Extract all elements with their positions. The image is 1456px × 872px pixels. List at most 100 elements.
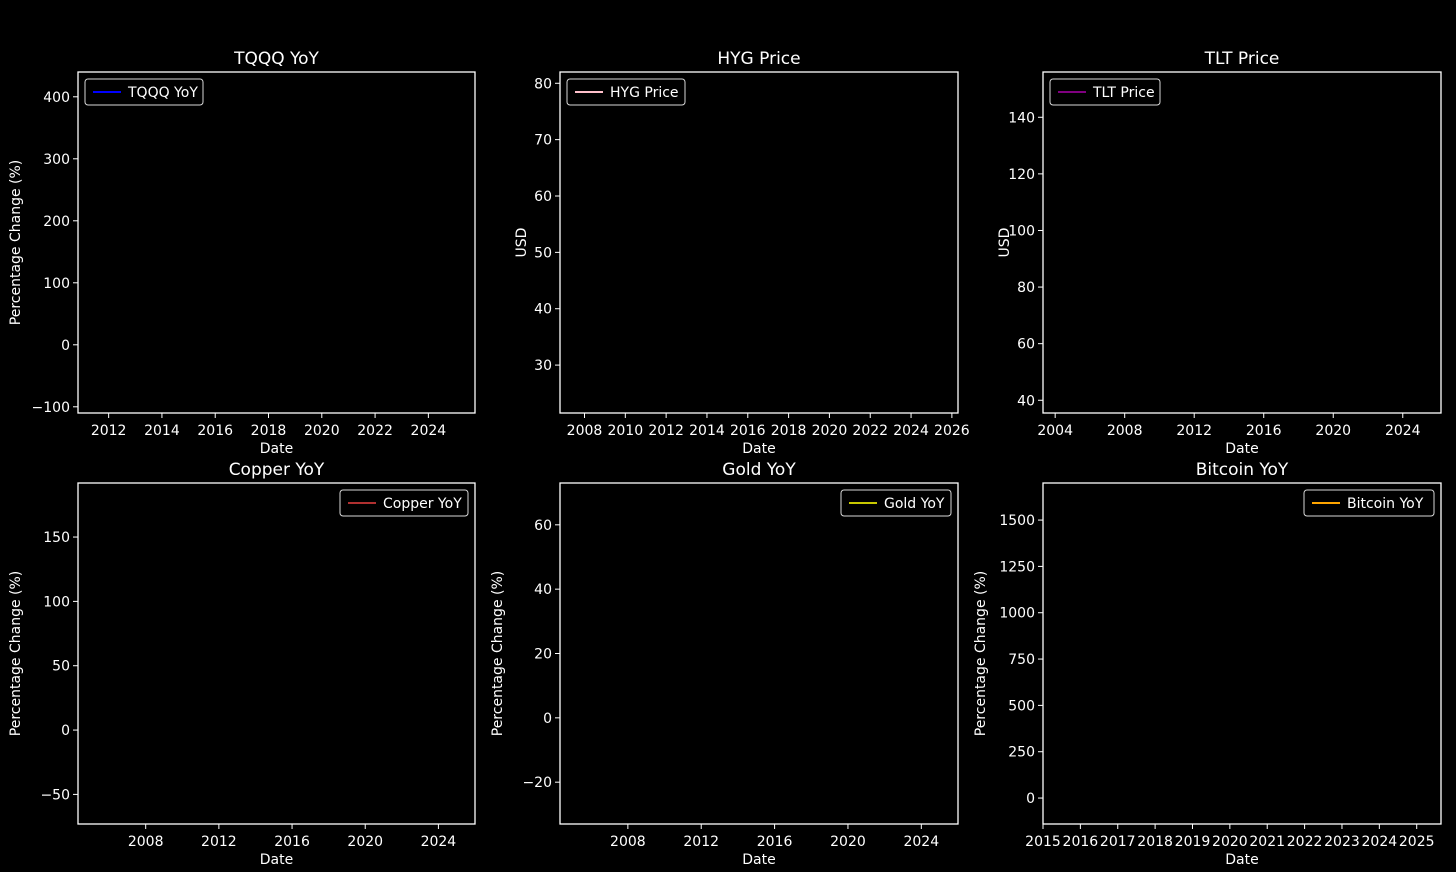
y-tick-label: −50 xyxy=(40,787,70,803)
chart-panel-2: 2008 2010 2012 2014 2016 2018 2020 2022 2024 2026… xyxy=(514,49,970,457)
x-tick-label: 2024 xyxy=(1385,423,1421,439)
plot-frame xyxy=(1042,71,1442,414)
y-tick-label: 70 xyxy=(534,133,552,149)
chart-panel-6: 2015 2016 2017 2018 2019 2020 2021 2022 2023 2024… xyxy=(973,460,1442,868)
x-tick-label: 2023 xyxy=(1324,834,1360,850)
y-tick-label: 750 xyxy=(1008,652,1035,668)
y-tick-label: 40 xyxy=(1017,393,1035,409)
x-tick-label: 2012 xyxy=(1176,423,1212,439)
y-tick-label: −20 xyxy=(522,775,552,791)
y-tick-label: 400 xyxy=(43,90,70,106)
legend: TLT Price xyxy=(1049,78,1161,106)
x-tick-label: 2016 xyxy=(730,423,766,439)
x-tick-label: 2020 xyxy=(1315,423,1351,439)
y-tick-label: 40 xyxy=(534,302,552,318)
x-tick-label: 2016 xyxy=(1246,423,1282,439)
x-tick-label: 2014 xyxy=(144,423,180,439)
legend-label: Bitcoin YoY xyxy=(1347,496,1424,512)
x-tick-label: 2018 xyxy=(1137,834,1173,850)
x-tick-label: 2025 xyxy=(1399,834,1435,850)
x-tick-label: 2014 xyxy=(689,423,725,439)
y-tick-label: 50 xyxy=(534,245,552,261)
x-tick-label: 2024 xyxy=(893,423,929,439)
y-tick-label: 1500 xyxy=(999,513,1035,529)
chart-title: TQQQ YoY xyxy=(233,49,319,69)
x-tick-label: 2008 xyxy=(128,834,164,850)
y-tick-label: 0 xyxy=(61,338,70,354)
chart-title: Gold YoY xyxy=(722,460,796,480)
y-tick-label: 1250 xyxy=(999,559,1035,575)
x-tick-label: 2018 xyxy=(251,423,287,439)
x-tick-label: 2021 xyxy=(1249,834,1285,850)
y-tick-label: 30 xyxy=(534,358,552,374)
legend-label: TLT Price xyxy=(1092,85,1155,101)
x-tick-label: 2010 xyxy=(607,423,643,439)
y-axis-label: USD xyxy=(514,228,530,258)
y-tick-label: 60 xyxy=(534,189,552,205)
y-tick-label: 300 xyxy=(43,152,70,168)
x-tick-label: 2020 xyxy=(812,423,848,439)
legend: HYG Price xyxy=(566,78,686,106)
legend: Bitcoin YoY xyxy=(1303,489,1435,517)
x-tick-label: 2020 xyxy=(830,834,866,850)
y-tick-label: 50 xyxy=(52,659,70,675)
legend-box xyxy=(339,489,469,517)
chart-title: TLT Price xyxy=(1204,49,1280,69)
y-tick-label: 40 xyxy=(534,582,552,598)
x-tick-label: 2008 xyxy=(567,423,603,439)
y-axis-label: Percentage Change (%) xyxy=(490,571,506,736)
y-tick-label: 250 xyxy=(1008,745,1035,761)
legend-box xyxy=(1049,78,1161,106)
y-tick-label: 20 xyxy=(534,647,552,663)
x-tick-label: 2016 xyxy=(274,834,310,850)
x-tick-label: 2020 xyxy=(347,834,383,850)
x-tick-label: 2024 xyxy=(411,423,447,439)
chart-panel-1: 2012 2014 2016 2018 2020 2022 2024 −100 0 100 200 3… xyxy=(8,49,476,457)
chart-panel-5: 2008 2012 2016 2020 2024 −20 0 20 40 60 Gold YoY Da… xyxy=(490,460,959,868)
legend-label: Gold YoY xyxy=(884,496,945,512)
y-tick-label: 0 xyxy=(543,711,552,727)
plot-frame xyxy=(559,482,959,825)
y-tick-label: 80 xyxy=(534,76,552,92)
legend-box xyxy=(840,489,952,517)
y-axis-label: Percentage Change (%) xyxy=(973,571,989,736)
y-tick-label: 80 xyxy=(1017,280,1035,296)
y-tick-label: 0 xyxy=(61,723,70,739)
y-axis-label: USD xyxy=(997,228,1013,258)
y-tick-label: 60 xyxy=(534,518,552,534)
x-axis-label: Date xyxy=(260,852,293,868)
x-axis-label: Date xyxy=(1225,441,1258,457)
y-tick-label: −100 xyxy=(32,400,70,416)
y-tick-label: 100 xyxy=(43,276,70,292)
chart-title: Bitcoin YoY xyxy=(1196,460,1289,480)
x-tick-label: 2012 xyxy=(201,834,237,850)
y-tick-label: 140 xyxy=(1008,110,1035,126)
x-tick-label: 2012 xyxy=(91,423,127,439)
x-tick-label: 2015 xyxy=(1025,834,1061,850)
chart-panel-4: 2008 2012 2016 2020 2024 −50 0 50 100 150 Copper Y… xyxy=(8,460,476,868)
legend-box xyxy=(84,78,204,106)
x-tick-label: 2020 xyxy=(304,423,340,439)
legend-box xyxy=(1303,489,1435,517)
x-tick-label: 2022 xyxy=(1287,834,1323,850)
x-tick-label: 2008 xyxy=(610,834,646,850)
plot-frame xyxy=(1042,482,1442,825)
legend: Gold YoY xyxy=(840,489,952,517)
x-tick-label: 2016 xyxy=(197,423,233,439)
x-axis-label: Date xyxy=(1225,852,1258,868)
x-axis-label: Date xyxy=(742,441,775,457)
y-tick-label: 200 xyxy=(43,214,70,230)
y-tick-label: 100 xyxy=(1008,223,1035,239)
chart-title: Copper YoY xyxy=(229,460,325,480)
x-tick-label: 2016 xyxy=(1063,834,1099,850)
x-tick-label: 2020 xyxy=(1212,834,1248,850)
x-tick-label: 2004 xyxy=(1037,423,1073,439)
plot-frame xyxy=(77,71,476,414)
legend-label: HYG Price xyxy=(610,85,679,101)
chart-panel-3: 2004 2008 2012 2016 2020 2024 40 60 80 100 120 140 T… xyxy=(997,49,1442,457)
x-axis-label: Date xyxy=(742,852,775,868)
x-tick-label: 2022 xyxy=(357,423,393,439)
y-axis-label: Percentage Change (%) xyxy=(8,571,24,736)
x-tick-label: 2024 xyxy=(903,834,939,850)
